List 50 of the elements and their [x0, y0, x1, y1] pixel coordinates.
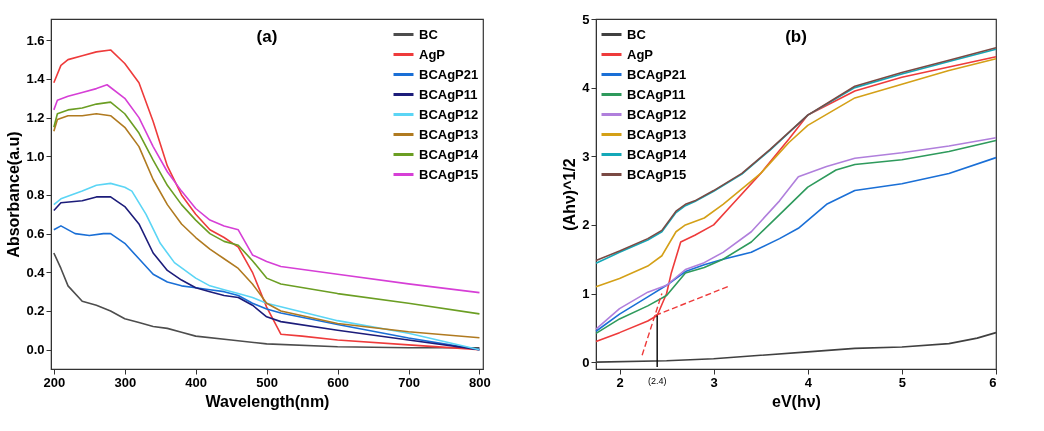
- annotation: (a): [256, 27, 278, 46]
- legend-label: AgP: [627, 46, 654, 62]
- y-tick-label: 0.6: [26, 226, 45, 242]
- legend-label: BCAgP21: [419, 66, 479, 82]
- legend-label: BC: [419, 26, 439, 42]
- y-tick-label: 0.4: [26, 264, 46, 280]
- x-tick-label: 300: [114, 374, 137, 390]
- x-tick-label: 4: [804, 374, 813, 390]
- legend-label: BCAgP21: [627, 66, 687, 82]
- x-axis-title: eV(hν): [772, 392, 821, 410]
- y-tick-label: 2: [582, 217, 590, 233]
- y-axis-title: Absorbance(a.u): [5, 131, 23, 258]
- legend-label: BCAgP14: [419, 146, 480, 162]
- y-tick-label: 1: [582, 286, 590, 302]
- x-tick-label: 200: [43, 374, 66, 390]
- legend-label: BCAgP15: [627, 166, 687, 182]
- y-tick-label: 1.6: [26, 32, 45, 48]
- y-tick-label: 1.4: [26, 71, 46, 87]
- y-tick-label: 5: [582, 11, 590, 27]
- y-tick-label: 0.8: [26, 187, 45, 203]
- x-tick-label: 5: [898, 374, 906, 390]
- x-tick-label: 2: [616, 374, 624, 390]
- text: (2.4): [647, 376, 667, 386]
- legend-label: BCAgP15: [419, 166, 479, 182]
- legend-label: BC: [627, 26, 647, 42]
- legend-label: AgP: [419, 46, 446, 62]
- x-tick-label: 6: [989, 374, 997, 390]
- x-tick-label: 400: [185, 374, 208, 390]
- legend-label: BCAgP14: [627, 146, 688, 162]
- y-tick-label: 0.0: [26, 342, 45, 358]
- legend-label: BCAgP11: [627, 86, 686, 102]
- y-tick-label: 3: [582, 148, 590, 164]
- x-axis-title: Wavelength(nm): [205, 392, 330, 410]
- legend-label: BCAgP13: [627, 126, 687, 142]
- x-tick-label: 500: [256, 374, 278, 390]
- y-tick-label: 0: [582, 354, 590, 370]
- annotation: (b): [785, 27, 807, 46]
- x-tick-label: 3: [710, 374, 718, 390]
- y-tick-label: 1.0: [26, 148, 45, 164]
- y-axis-title: (Ahν)^1/2: [561, 158, 579, 231]
- y-tick-label: 4: [582, 80, 591, 96]
- legend-label: BCAgP13: [419, 126, 479, 142]
- x-tick-label: 800: [469, 374, 491, 390]
- y-tick-label: 1.2: [26, 110, 45, 126]
- x-tick-label: 700: [398, 374, 420, 390]
- legend-label: BCAgP12: [627, 106, 687, 122]
- legend-label: BCAgP11: [419, 86, 478, 102]
- y-tick-label: 0.2: [26, 303, 45, 319]
- legend-label: BCAgP12: [419, 106, 479, 122]
- x-tick-label: 600: [327, 374, 349, 390]
